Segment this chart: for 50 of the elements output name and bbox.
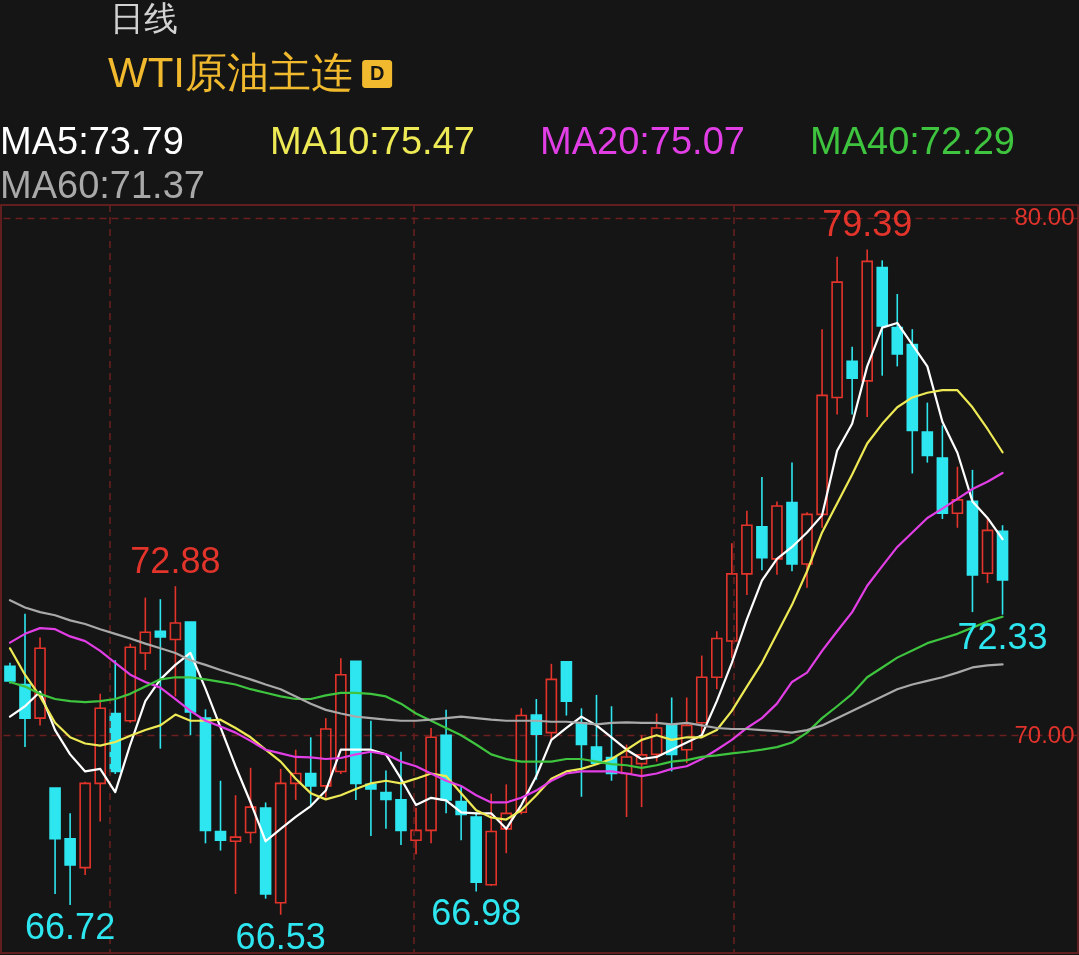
candlestick — [335, 657, 347, 775]
candlestick — [425, 727, 437, 845]
candlestick — [79, 780, 91, 876]
candlestick — [816, 328, 828, 529]
candlestick — [154, 598, 167, 750]
candlestick — [771, 500, 783, 576]
candlestick — [395, 750, 407, 846]
candlestick — [966, 469, 979, 613]
y-tick-label: 80.00 — [1014, 203, 1075, 231]
candlestick — [350, 660, 362, 801]
y-tick-label: 70.00 — [1014, 720, 1075, 748]
candlestick — [680, 696, 693, 764]
candlestick — [49, 787, 61, 895]
text: MA60:71.37 — [0, 164, 205, 206]
candlestick — [831, 255, 843, 416]
text: MA40:72.29 — [810, 120, 1015, 162]
annotation: 66.72 — [25, 905, 116, 947]
candlestick — [304, 736, 317, 806]
candlestick — [635, 734, 648, 808]
text: MA20:75.07 — [540, 120, 745, 162]
annotation: 79.39 — [822, 203, 913, 245]
chart-subtitle: 日线 — [110, 0, 178, 37]
text: MA5:73.79 — [0, 120, 184, 162]
candlestick — [741, 509, 753, 596]
candlestick — [169, 585, 182, 698]
candlestick — [726, 542, 738, 659]
candlestick — [756, 476, 768, 572]
text: MA10:75.47 — [270, 120, 475, 162]
candlestick — [34, 636, 46, 727]
candlestick — [711, 630, 723, 690]
annotation: 72.88 — [130, 540, 221, 582]
candlestick — [64, 812, 76, 906]
candlestick — [410, 806, 422, 855]
candlestick — [786, 461, 798, 573]
candlestick — [876, 259, 889, 377]
candlestick — [440, 709, 452, 815]
candlestick — [891, 293, 904, 368]
candlestick — [289, 748, 302, 801]
candlestick — [229, 794, 242, 895]
annotation: 66.53 — [235, 915, 326, 955]
candlestick — [500, 783, 513, 854]
candlestick — [380, 769, 392, 830]
candlestick — [94, 693, 106, 823]
annotation: 72.33 — [957, 615, 1048, 657]
chart-title: WTI原油主连 — [108, 49, 353, 96]
annotation: 66.98 — [431, 892, 522, 934]
candlestick — [846, 345, 858, 416]
candlestick — [861, 248, 873, 418]
text: D — [369, 62, 385, 84]
candlestick — [801, 511, 813, 589]
